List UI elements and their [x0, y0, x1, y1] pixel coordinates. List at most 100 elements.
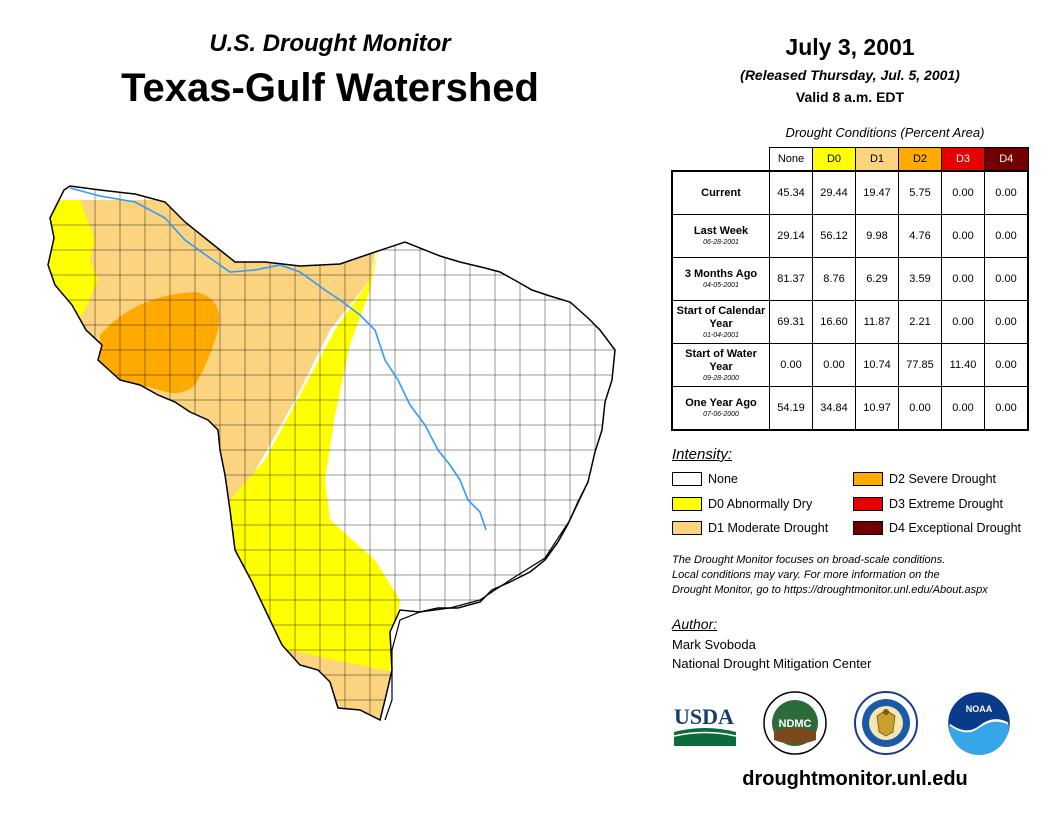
col-header-d3: D3	[941, 147, 985, 172]
info-note: The Drought Monitor focuses on broad-sca…	[672, 553, 1042, 598]
table-cell: 10.97	[855, 386, 899, 431]
legend-item-d0: D0 Abnormally Dry	[672, 496, 812, 512]
release-date: (Released Thursday, Jul. 5, 2001)	[740, 67, 960, 83]
row-label: Start of Calendar Year 01-04-2001	[671, 300, 770, 344]
table-cell: 11.87	[855, 300, 899, 344]
table-cell: 9.98	[855, 214, 899, 258]
table-cell: 0.00	[984, 386, 1029, 431]
coastline	[384, 481, 589, 721]
table-cell: 34.84	[812, 386, 856, 431]
table-cell: 8.76	[812, 257, 856, 301]
table-cell: 54.19	[769, 386, 813, 431]
map-subtitle: U.S. Drought Monitor	[209, 30, 451, 57]
map-date: July 3, 2001	[785, 34, 915, 60]
table-row: One Year Ago 07-06-2000 54.19 34.84 10.97…	[671, 386, 1029, 431]
table-cell: 0.00	[941, 214, 985, 258]
legend-label: D3 Extreme Drought	[889, 497, 1003, 511]
row-label: One Year Ago 07-06-2000	[671, 386, 770, 431]
table-cell: 0.00	[984, 170, 1029, 215]
row-label: Current	[671, 170, 770, 215]
usda-logo-text: USDA	[674, 704, 734, 729]
legend-item-none: None	[672, 471, 738, 487]
table-cell: 77.85	[898, 343, 942, 387]
table-cell: 19.47	[855, 170, 899, 215]
table-cell: 11.40	[941, 343, 985, 387]
note-line: Drought Monitor, go to https://droughtmo…	[672, 584, 988, 596]
col-header-none: None	[769, 147, 813, 172]
table-cell: 81.37	[769, 257, 813, 301]
col-header-d4: D4	[984, 147, 1029, 172]
legend-label: None	[708, 472, 738, 486]
table-row: Current 45.34 29.44 19.47 5.75 0.00 0.00	[671, 170, 1029, 215]
ndmc-logo: NDMC	[763, 691, 827, 755]
note-line: Local conditions may vary. For more info…	[672, 569, 940, 581]
legend-label: D1 Moderate Drought	[708, 521, 829, 535]
drought-conditions-table: None D0 D1 D2 D3 D4 Current 45.34 29.44 …	[671, 147, 1029, 431]
table-cell: 0.00	[941, 257, 985, 301]
ndmc-logo-text: NDMC	[779, 718, 812, 730]
row-date: 07-06-2000	[703, 411, 739, 418]
author-name: Mark Svoboda	[672, 637, 756, 652]
table-cell: 6.29	[855, 257, 899, 301]
watershed-outline	[47, 185, 616, 722]
col-header-d0: D0	[812, 147, 856, 172]
legend-item-d3: D3 Extreme Drought	[853, 496, 1003, 512]
table-cell: 0.00	[984, 343, 1029, 387]
row-date: 04-05-2001	[703, 282, 739, 289]
d2-area	[100, 292, 220, 394]
table-row: Start of Water Year 09-28-2000 0.00 0.00 …	[671, 343, 1029, 387]
table-cell: 0.00	[941, 386, 985, 431]
legend-swatch	[672, 497, 702, 511]
row-label: Start of Water Year 09-28-2000	[671, 343, 770, 387]
row-date: 06-28-2001	[703, 239, 739, 246]
legend-label: D4 Exceptional Drought	[889, 521, 1022, 535]
table-cell: 29.44	[812, 170, 856, 215]
noaa-logo-text: NOAA	[966, 704, 993, 714]
table-cell: 0.00	[984, 300, 1029, 344]
row-label: 3 Months Ago 04-05-2001	[671, 257, 770, 301]
table-cell: 3.59	[898, 257, 942, 301]
note-line: The Drought Monitor focuses on broad-sca…	[672, 554, 946, 566]
table-cell: 29.14	[769, 214, 813, 258]
author-org: National Drought Mitigation Center	[672, 656, 872, 671]
table-cell: 45.34	[769, 170, 813, 215]
table-cell: 0.00	[941, 170, 985, 215]
table-cell: 0.00	[812, 343, 856, 387]
table-cell: 56.12	[812, 214, 856, 258]
d0-area-central	[230, 240, 400, 672]
legend-label: D0 Abnormally Dry	[708, 497, 813, 511]
legend-title: Intensity:	[672, 446, 733, 463]
author-title: Author:	[672, 616, 718, 632]
table-cell: 0.00	[941, 300, 985, 344]
legend-swatch	[672, 521, 702, 535]
site-url[interactable]: droughtmonitor.unl.edu	[742, 768, 968, 790]
table-cell: 2.21	[898, 300, 942, 344]
commerce-seal	[854, 691, 918, 755]
legend-label: D2 Severe Drought	[889, 472, 997, 486]
legend-swatch	[853, 472, 883, 486]
usda-logo: USDA	[673, 704, 737, 746]
map-title: Texas-Gulf Watershed	[121, 66, 539, 110]
table-corner	[672, 148, 770, 172]
col-header-d1: D1	[855, 147, 899, 172]
noaa-logo: NOAA	[948, 692, 1010, 755]
row-date: 09-28-2000	[703, 374, 739, 382]
table-cell: 0.00	[984, 214, 1029, 258]
legend-item-d1: D1 Moderate Drought	[672, 520, 828, 536]
table-cell: 0.00	[769, 343, 813, 387]
table-row: Start of Calendar Year 01-04-2001 69.31 1…	[671, 300, 1029, 344]
row-date: 01-04-2001	[703, 331, 739, 339]
legend-swatch	[853, 497, 883, 511]
valid-time: Valid 8 a.m. EDT	[795, 89, 905, 105]
table-cell: 69.31	[769, 300, 813, 344]
table-caption: Drought Conditions (Percent Area)	[785, 125, 985, 140]
table-row: Last Week 06-28-2001 29.14 56.12 9.98 4.7…	[671, 214, 1029, 258]
col-header-d2: D2	[898, 147, 942, 172]
table-cell: 16.60	[812, 300, 856, 344]
table-cell: 0.00	[984, 257, 1029, 301]
river	[69, 187, 487, 531]
table-cell: 4.76	[898, 214, 942, 258]
table-row: 3 Months Ago 04-05-2001 81.37 8.76 6.29 3…	[671, 257, 1029, 301]
legend-item-d2: D2 Severe Drought	[853, 471, 996, 487]
watershed-map	[47, 185, 616, 722]
